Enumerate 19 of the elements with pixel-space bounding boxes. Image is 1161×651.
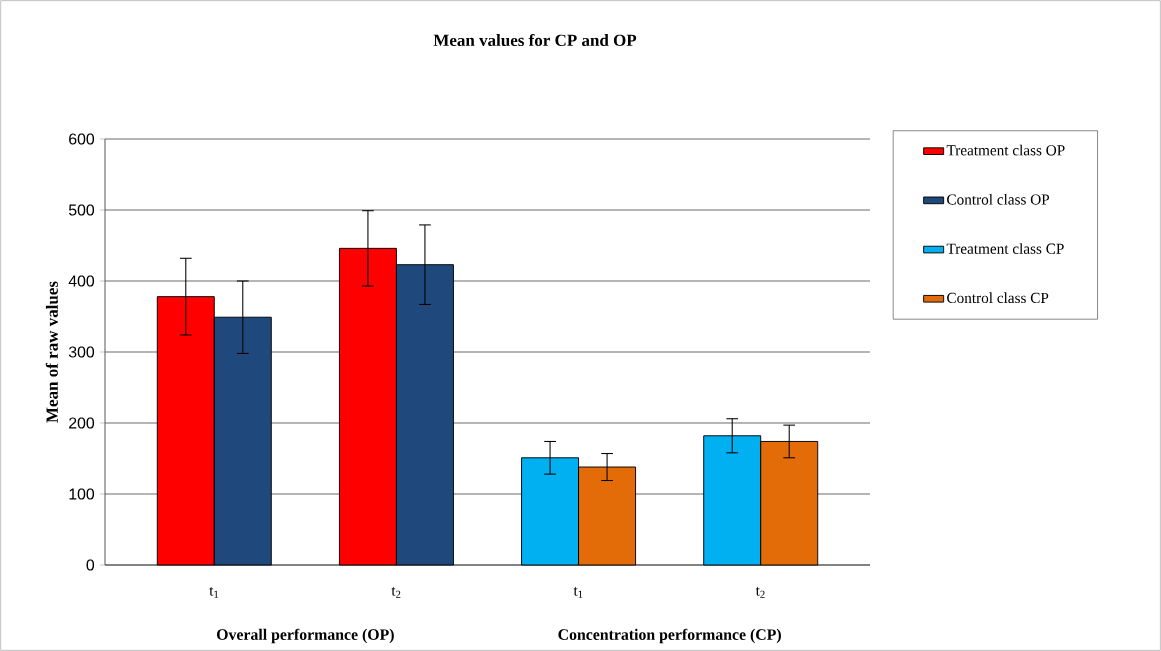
text: Overall performance (OP) — [216, 628, 394, 644]
y-tick-label: 200 — [69, 417, 95, 429]
y-tick-label: 400 — [68, 275, 95, 287]
x-tick-label: t$_{2}$ — [755, 586, 765, 598]
text: Concentration performance (CP) — [558, 628, 781, 644]
y-tick-label: 0 — [86, 559, 95, 571]
y-tick-label: 300 — [68, 346, 95, 358]
y-axis-title: Mean of raw values — [45, 281, 58, 423]
y-tick-label: 500 — [68, 204, 95, 216]
legend-label: Control class CP — [947, 292, 1049, 304]
x-tick-label: t$_{2}$ — [391, 586, 401, 598]
x-tick-label: t$_{1}$ — [573, 586, 583, 598]
y-tick-label: 600 — [69, 133, 95, 145]
legend-label: Control class OP — [947, 193, 1050, 205]
chart-title: Mean values for CP and OP — [433, 33, 637, 47]
legend-label: Treatment class OP — [946, 144, 1065, 156]
legend-label: Treatment class CP — [946, 243, 1064, 254]
x-tick-label: t$_{1}$ — [209, 586, 219, 598]
y-tick-label: 100 — [69, 488, 95, 500]
